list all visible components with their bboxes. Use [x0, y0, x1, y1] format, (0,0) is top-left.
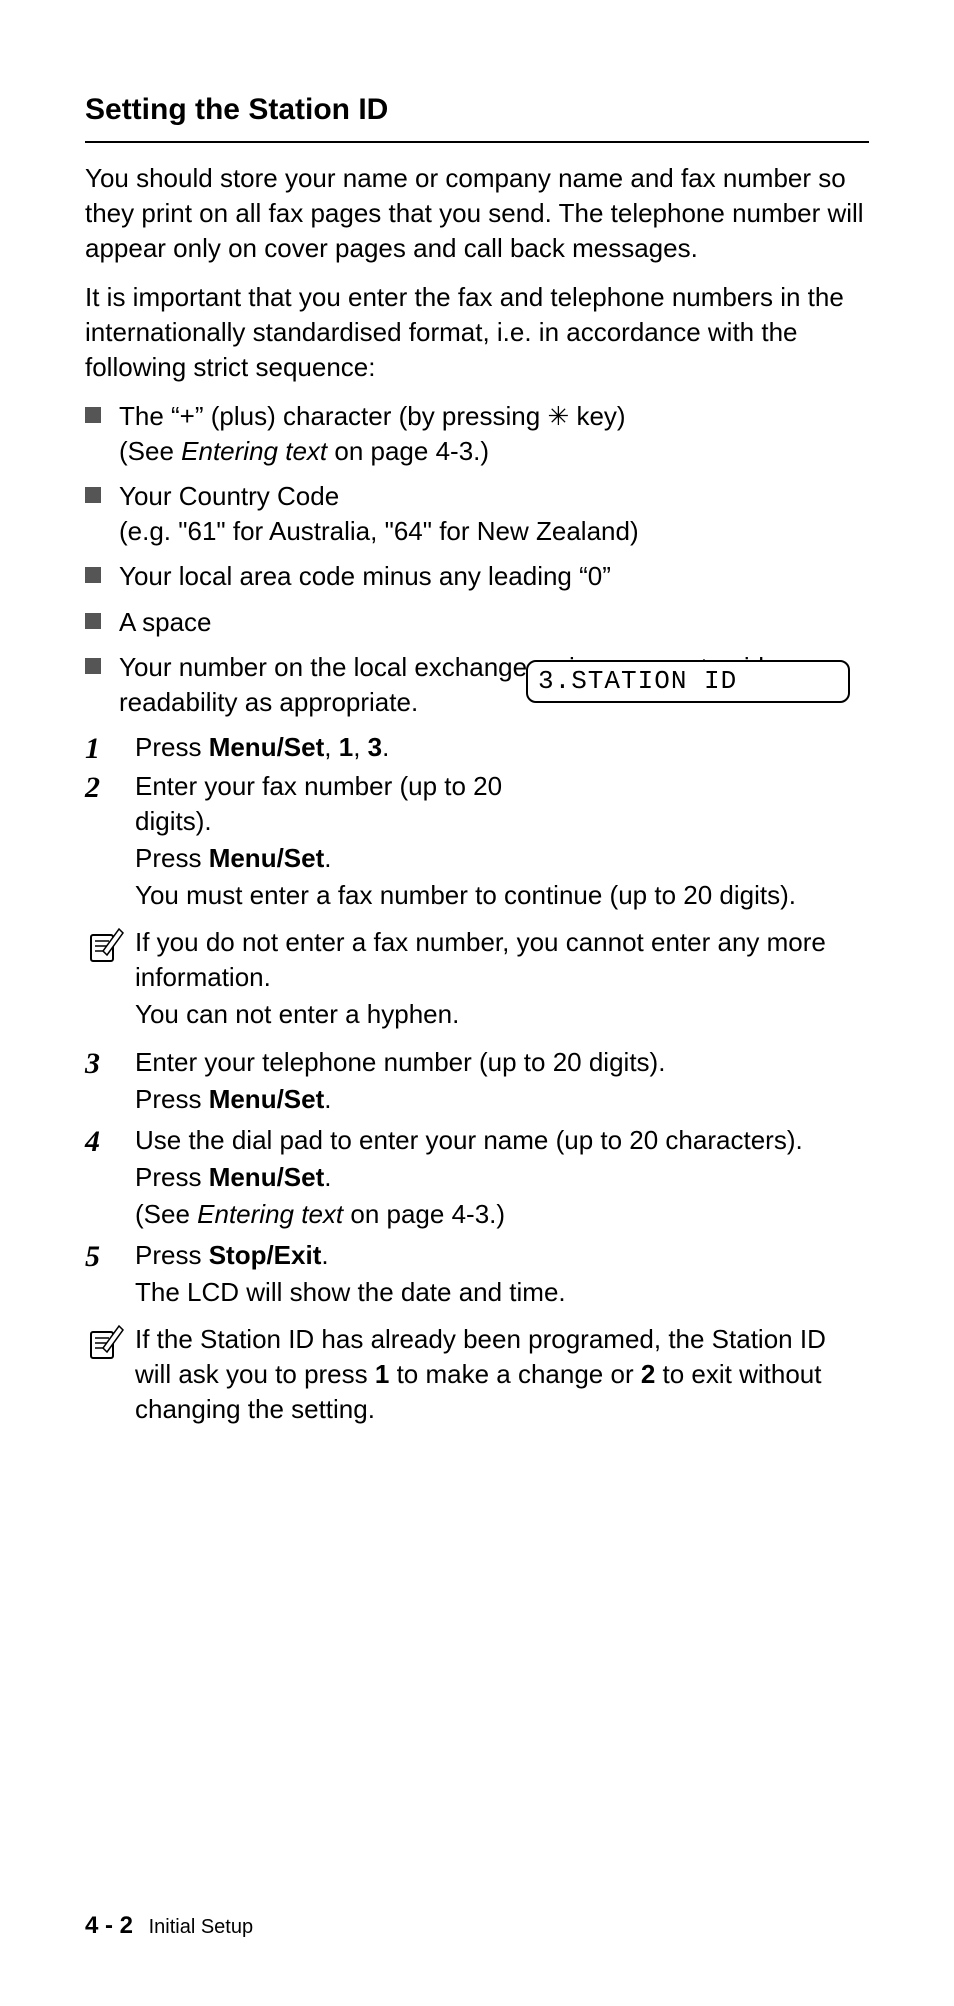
- step-body: Press Stop/Exit. The LCD will show the d…: [135, 1238, 869, 1312]
- see-ref: (See: [135, 1199, 197, 1229]
- page-footer: 4 - 2 Initial Setup: [85, 1910, 253, 1942]
- step-item: 3 Enter your telephone number (up to 20 …: [85, 1045, 869, 1119]
- see-ref: on page 4-3.): [327, 436, 489, 466]
- step-text: You must enter a fax number to continue …: [135, 878, 869, 913]
- step-text: Enter your fax number (up to 20 digits).: [135, 769, 515, 839]
- step-text: .: [321, 1240, 328, 1270]
- see-ref-em: Entering text: [197, 1199, 343, 1229]
- key-label: 2: [641, 1359, 655, 1389]
- step-item: 1 Press Menu/Set, 1, 3.: [85, 730, 869, 765]
- step-text: Press: [135, 1084, 209, 1114]
- square-bullet-icon: [85, 613, 101, 629]
- note-icon: [85, 925, 135, 1034]
- step-text: Press: [135, 1240, 209, 1270]
- bullet-item: A space: [85, 605, 869, 640]
- step-item: 4 Use the dial pad to enter your name (u…: [85, 1123, 869, 1234]
- step-text: The LCD will show the date and time.: [135, 1275, 869, 1310]
- key-label: 3: [368, 732, 382, 762]
- star-key-icon: ✳: [547, 401, 569, 431]
- step-body: Enter your fax number (up to 20 digits).…: [135, 769, 869, 915]
- step-number: 5: [85, 1238, 135, 1312]
- note-body: If the Station ID has already been progr…: [135, 1322, 869, 1427]
- step-text: Press: [135, 843, 209, 873]
- key-label: Menu/Set: [209, 732, 325, 762]
- bullet-body: A space: [119, 605, 869, 640]
- bullet-item: Your local area code minus any leading “…: [85, 559, 869, 594]
- step-text: .: [382, 732, 389, 762]
- bullet-text: A space: [119, 607, 212, 637]
- step-number: 3: [85, 1045, 135, 1119]
- bullet-body: Your local area code minus any leading “…: [119, 559, 869, 594]
- key-label: 1: [339, 732, 353, 762]
- step-text: Press Menu/Set.: [135, 1082, 869, 1117]
- page-number: 4 - 2: [85, 1912, 133, 1939]
- step-text: ,: [353, 732, 367, 762]
- lcd-display: 3.STATION ID: [526, 660, 850, 703]
- square-bullet-icon: [85, 658, 101, 674]
- note-text: You can not enter a hyphen.: [135, 997, 869, 1032]
- intro-paragraph-2: It is important that you enter the fax a…: [85, 280, 869, 385]
- bullet-text: Your local area code minus any leading “…: [119, 561, 611, 591]
- step-list: 1 Press Menu/Set, 1, 3. 2 Enter your fax…: [85, 730, 869, 1428]
- note-block: If you do not enter a fax number, you ca…: [85, 925, 869, 1034]
- see-ref: (See: [119, 436, 181, 466]
- square-bullet-icon: [85, 407, 101, 423]
- key-label: Stop/Exit: [209, 1240, 322, 1270]
- bullet-text: key): [569, 401, 625, 431]
- manual-page: Setting the Station ID You should store …: [0, 0, 954, 2006]
- step-body: Press Menu/Set, 1, 3.: [135, 730, 515, 765]
- step-text: .: [324, 843, 331, 873]
- step-text: .: [324, 1162, 331, 1192]
- bullet-item: Your Country Code (e.g. "61" for Austral…: [85, 479, 869, 549]
- step-number: 4: [85, 1123, 135, 1234]
- step-text: Press: [135, 1162, 209, 1192]
- step-text: Enter your telephone number (up to 20 di…: [135, 1045, 869, 1080]
- square-bullet-icon: [85, 487, 101, 503]
- step-text: ,: [324, 732, 338, 762]
- step-number: 1: [85, 730, 135, 765]
- footer-section: Initial Setup: [149, 1916, 254, 1938]
- bullet-text: The “+” (plus) character (by pressing: [119, 401, 547, 431]
- step-text: Press Menu/Set.: [135, 841, 869, 876]
- bullet-text: Your Country Code: [119, 481, 339, 511]
- see-ref: on page 4-3.): [343, 1199, 505, 1229]
- note-text: to make a change or: [389, 1359, 640, 1389]
- note-block: If the Station ID has already been progr…: [85, 1322, 869, 1427]
- square-bullet-icon: [85, 567, 101, 583]
- step-number: 2: [85, 769, 135, 915]
- step-item: 5 Press Stop/Exit. The LCD will show the…: [85, 1238, 869, 1312]
- bullet-text: (e.g. "61" for Australia, "64" for New Z…: [119, 516, 639, 546]
- intro-paragraph-1: You should store your name or company na…: [85, 161, 869, 266]
- bullet-body: Your Country Code (e.g. "61" for Austral…: [119, 479, 869, 549]
- key-label: Menu/Set: [209, 1162, 325, 1192]
- step-text: Press Menu/Set.: [135, 1160, 869, 1195]
- key-label: 1: [375, 1359, 389, 1389]
- see-ref: (See Entering text on page 4-3.): [135, 1197, 869, 1232]
- step-text: .: [324, 1084, 331, 1114]
- step-text: Use the dial pad to enter your name (up …: [135, 1123, 869, 1158]
- bullet-item: The “+” (plus) character (by pressing ✳ …: [85, 399, 869, 469]
- note-text: If you do not enter a fax number, you ca…: [135, 925, 869, 995]
- step-body: Use the dial pad to enter your name (up …: [135, 1123, 869, 1234]
- step-body: Enter your telephone number (up to 20 di…: [135, 1045, 869, 1119]
- see-ref-em: Entering text: [181, 436, 327, 466]
- note-body: If you do not enter a fax number, you ca…: [135, 925, 869, 1034]
- step-item: 2 Enter your fax number (up to 20 digits…: [85, 769, 869, 915]
- key-label: Menu/Set: [209, 843, 325, 873]
- note-icon: [85, 1322, 135, 1427]
- key-label: Menu/Set: [209, 1084, 325, 1114]
- bullet-body: The “+” (plus) character (by pressing ✳ …: [119, 399, 869, 469]
- step-text: Press Stop/Exit.: [135, 1238, 869, 1273]
- step-text: Press: [135, 732, 209, 762]
- section-title: Setting the Station ID: [85, 90, 869, 143]
